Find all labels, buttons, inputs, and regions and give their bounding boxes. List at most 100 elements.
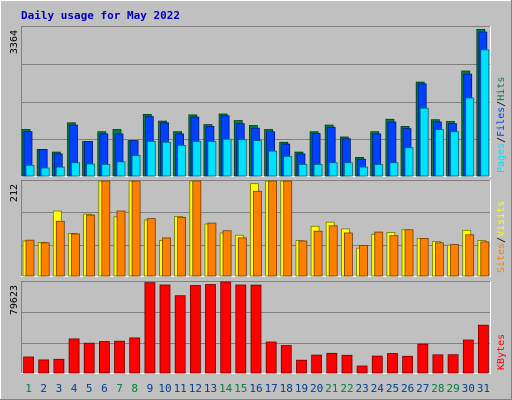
bar-kbytes-day-4: [68, 338, 80, 374]
day-label-21: 21: [325, 382, 338, 395]
bar-sites-day-14: [222, 230, 232, 277]
bar-kbytes-day-29: [447, 354, 459, 374]
legend-entry: /: [496, 137, 507, 143]
bar-sites-day-28: [434, 242, 444, 277]
bar-kbytes-day-21: [326, 352, 338, 374]
panel-kbytes: 79623 KBytes: [9, 281, 507, 374]
panel-visits-sites: 212 Sites/Visits: [9, 180, 507, 277]
bar-pages-day-3: [55, 166, 65, 177]
bar-sites-day-26: [404, 229, 414, 277]
day-label-11: 11: [174, 382, 187, 395]
bar-pages-day-21: [328, 162, 338, 177]
bar-sites-day-29: [450, 244, 459, 277]
legend-entry: Sites: [496, 243, 507, 273]
bar-sites-day-30: [465, 234, 475, 277]
bar-kbytes-day-9: [144, 282, 156, 374]
bar-kbytes-day-15: [235, 284, 247, 374]
bar-pages-day-24: [374, 164, 384, 177]
bar-sites-day-16: [252, 190, 262, 277]
bar-sites-day-9: [146, 218, 156, 277]
bar-sites-day-11: [177, 216, 187, 277]
bar-sites-day-15: [237, 237, 247, 277]
day-label-14: 14: [219, 382, 233, 395]
bar-sites-day-27: [419, 237, 429, 277]
day-label-10: 10: [158, 382, 171, 395]
bar-kbytes-day-7: [114, 340, 125, 374]
chart-title: Daily usage for May 2022: [21, 9, 180, 22]
day-label-31: 31: [477, 382, 490, 395]
legend-entry: Visits: [496, 201, 507, 237]
bar-pages-day-16: [252, 140, 262, 177]
bar-kbytes-day-23: [356, 365, 368, 374]
bar-sites-day-12: [192, 180, 202, 277]
bar-kbytes-day-27: [417, 343, 429, 374]
day-label-2: 2: [40, 382, 47, 395]
day-label-27: 27: [416, 382, 429, 395]
bar-sites-day-5: [86, 214, 95, 277]
bar-kbytes-day-8: [129, 337, 141, 374]
y-max-label-hits-files-pages: 3364: [9, 30, 20, 54]
day-label-3: 3: [56, 382, 63, 395]
bar-pages-day-15: [237, 139, 247, 177]
bar-pages-day-25: [389, 162, 399, 177]
day-label-5: 5: [86, 382, 93, 395]
bar-sites-day-18: [283, 180, 293, 277]
bar-kbytes-day-6: [99, 341, 110, 374]
panel-hits-files-pages: 3364 Pages/Files/Hits: [9, 26, 507, 177]
bar-sites-day-3: [55, 220, 65, 277]
bar-kbytes-day-31: [477, 324, 489, 374]
bar-sites-day-20: [313, 230, 323, 277]
bar-kbytes-day-11: [174, 295, 186, 374]
bar-pages-day-26: [404, 147, 414, 177]
day-label-6: 6: [101, 382, 108, 395]
day-label-15: 15: [234, 382, 247, 395]
bar-pages-day-28: [434, 129, 444, 177]
bar-kbytes-day-19: [296, 359, 307, 374]
bar-kbytes-day-22: [341, 354, 353, 374]
bar-pages-day-19: [298, 164, 308, 177]
legend-visits-sites: Sites/Visits: [496, 201, 507, 273]
day-label-17: 17: [265, 382, 278, 395]
day-label-28: 28: [431, 382, 444, 395]
bar-sites-day-31: [480, 241, 490, 277]
bar-kbytes-day-12: [189, 285, 201, 374]
legend-kbytes: KBytes: [496, 334, 507, 370]
bar-kbytes-day-16: [250, 284, 262, 374]
bar-sites-day-22: [343, 232, 353, 277]
day-label-16: 16: [249, 382, 262, 395]
bar-pages-day-29: [450, 131, 459, 177]
day-label-26: 26: [401, 382, 414, 395]
legend-hits-files-pages: Pages/Files/Hits: [496, 77, 507, 173]
day-label-22: 22: [340, 382, 353, 395]
day-label-30: 30: [462, 382, 475, 395]
bar-sites-day-7: [116, 210, 126, 277]
bar-pages-day-27: [419, 107, 429, 177]
day-label-19: 19: [295, 382, 308, 395]
bar-pages-day-20: [313, 164, 323, 177]
day-label-7: 7: [116, 382, 123, 395]
bar-sites-day-2: [40, 242, 50, 277]
bar-sites-day-21: [328, 225, 338, 277]
bar-kbytes-day-1: [23, 356, 35, 374]
bar-sites-day-4: [71, 233, 80, 277]
bar-pages-day-12: [192, 141, 202, 177]
bar-pages-day-7: [116, 161, 126, 177]
bar-kbytes-day-5: [83, 342, 95, 374]
day-label-9: 9: [147, 382, 154, 395]
bar-kbytes-day-30: [462, 339, 474, 374]
bar-kbytes-day-2: [38, 359, 50, 374]
bar-kbytes-day-26: [402, 355, 414, 374]
bar-kbytes-day-28: [432, 354, 444, 374]
day-label-4: 4: [71, 382, 78, 395]
day-label-24: 24: [371, 382, 385, 395]
day-label-18: 18: [280, 382, 293, 395]
day-label-13: 13: [204, 382, 217, 395]
legend-entry: /: [496, 237, 507, 243]
day-label-12: 12: [189, 382, 202, 395]
bar-pages-day-31: [480, 49, 490, 177]
bar-sites-day-1: [25, 239, 35, 277]
legend-entry: KBytes: [496, 334, 507, 370]
bar-pages-day-9: [146, 141, 156, 177]
bar-kbytes-day-3: [53, 358, 65, 374]
bar-pages-day-10: [162, 141, 171, 177]
